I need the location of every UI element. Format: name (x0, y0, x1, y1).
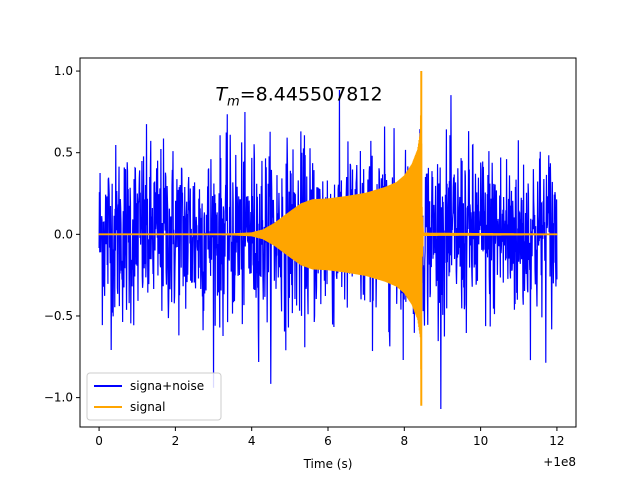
legend-box (86, 372, 222, 421)
series-layer (98, 71, 558, 410)
x-tick-label: 10 (473, 434, 488, 448)
x-tick-label: 12 (549, 434, 564, 448)
x-tick-label: 6 (324, 434, 332, 448)
x-tick-label: 8 (400, 434, 408, 448)
y-tick-label: 0.5 (54, 146, 73, 160)
y-tick-label: 0.0 (54, 227, 73, 241)
annotation-subscript: m (227, 94, 240, 109)
y-tick-label: −1.0 (44, 391, 73, 405)
series-line-signal (98, 83, 558, 384)
y-axis: −1.0 −0.5 0.0 0.5 1.0 (44, 64, 80, 405)
legend: signa+noise signal (86, 372, 222, 421)
x-axis: 0 2 4 6 8 10 12 (95, 427, 565, 448)
legend-label-signal-noise: signa+noise (130, 379, 204, 393)
y-tick-label: 1.0 (54, 64, 73, 78)
annotation-prefix: T (215, 83, 228, 105)
x-tick-label: 4 (248, 434, 256, 448)
x-axis-label: Time (s) (303, 457, 353, 471)
x-tick-label: 0 (95, 434, 103, 448)
x-offset-label: +1e8 (543, 455, 576, 469)
legend-label-signal: signal (130, 400, 166, 414)
x-tick-label: 2 (172, 434, 180, 448)
tm-annotation: Tm=8.445507812 (215, 83, 382, 109)
annotation-suffix: =8.445507812 (240, 83, 383, 105)
y-tick-label: −0.5 (44, 309, 73, 323)
